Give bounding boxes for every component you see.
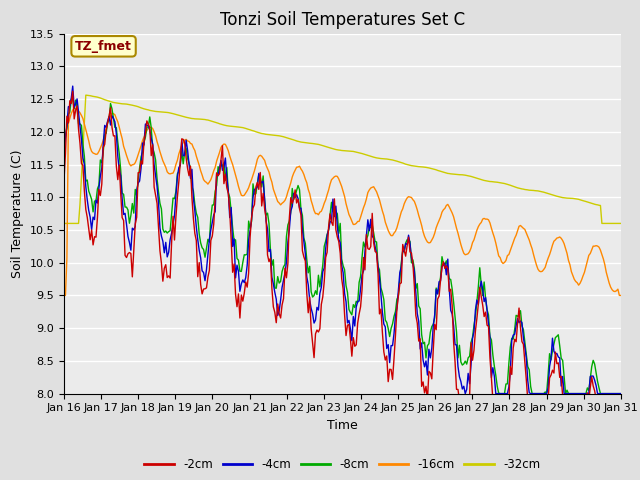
Legend: -2cm, -4cm, -8cm, -16cm, -32cm: -2cm, -4cm, -8cm, -16cm, -32cm xyxy=(140,454,545,476)
Y-axis label: Soil Temperature (C): Soil Temperature (C) xyxy=(11,149,24,278)
X-axis label: Time: Time xyxy=(327,419,358,432)
Title: Tonzi Soil Temperatures Set C: Tonzi Soil Temperatures Set C xyxy=(220,11,465,29)
Text: TZ_fmet: TZ_fmet xyxy=(75,40,132,53)
